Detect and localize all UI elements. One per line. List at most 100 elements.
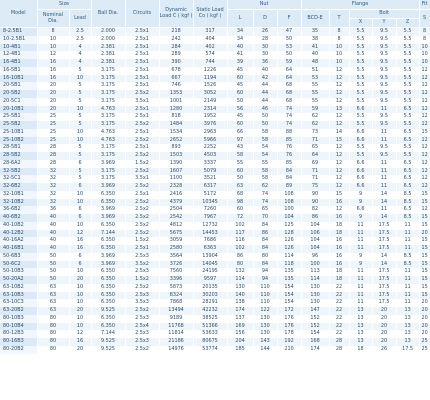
col-header-model: Model: [0, 0, 38, 28]
cell-bolt-x: 13: [349, 330, 373, 338]
cell-nut-f: 64: [277, 74, 302, 83]
cell-flange-t: 8: [329, 27, 350, 36]
cell-model: 10-2.5B1: [0, 35, 38, 44]
cell-nut-f: 154: [277, 299, 302, 307]
cell-bcd-e: 96: [301, 252, 330, 261]
cell-flange-t: 10: [329, 51, 350, 59]
cell-dynamic-load: 2416: [159, 190, 194, 199]
cell-bcd-e: 38: [301, 35, 330, 44]
cell-bolt-x: 11: [349, 276, 373, 284]
cell-model: 16-10B1: [0, 74, 38, 83]
cell-nut-f: 74: [277, 113, 302, 121]
cell-flange-t: 10: [329, 43, 350, 52]
cell-nut-f: 76: [277, 144, 302, 152]
cell-static-load: 9597: [193, 276, 228, 284]
cell-circuits: 2.5x2: [125, 229, 160, 238]
cell-nut-l: 156: [227, 330, 254, 338]
cell-fit-s: 15: [419, 221, 430, 230]
cell-nut-l: 98: [227, 198, 254, 207]
cell-bolt-z: 13: [396, 314, 420, 323]
cell-lead: 20: [69, 307, 92, 315]
table-body: 8-2.5B1 8 2.5 2.000 2.5x1 218 317 34 26 47 35 8 5.5 9…: [0, 27, 430, 354]
cell-dynamic-load: 2504: [159, 206, 194, 214]
cell-nut-l: 72: [227, 214, 254, 222]
cell-ball-dia: 6.350: [91, 237, 126, 245]
cell-nominal-dia: 20: [37, 90, 70, 98]
table-row: 16-4B1 16 4 2.381 2.5x1 390 744 39 36 59 48 10 5.5 9.…: [0, 59, 430, 67]
cell-fit-s: 12: [419, 66, 430, 75]
cell-nut-l: 34: [227, 27, 254, 36]
cell-nut-l: 130: [227, 283, 254, 292]
cell-static-load: 3337: [193, 159, 228, 168]
cell-flange-t: 22: [329, 322, 350, 331]
cell-circuits: 3.5x2: [125, 260, 160, 269]
cell-bcd-e: 90: [301, 190, 330, 199]
cell-ball-dia: 6.350: [91, 283, 126, 292]
cell-nut-d: 44: [253, 90, 278, 98]
cell-nut-f: 210: [277, 345, 302, 354]
cell-bolt-x: 11: [349, 221, 373, 230]
cell-lead: 5: [69, 66, 92, 75]
cell-bolt-z: 11: [396, 291, 420, 300]
cell-flange-t: 18: [329, 268, 350, 276]
cell-nominal-dia: 80: [37, 322, 70, 331]
cell-fit-s: 8: [419, 35, 430, 44]
cell-ball-dia: 3.175: [91, 121, 126, 129]
cell-nut-d: 130: [253, 330, 278, 338]
col-group-size: Size: [37, 0, 92, 10]
cell-lead: 10: [69, 283, 92, 292]
cell-nut-f: 84: [277, 167, 302, 176]
cell-fit-s: 15: [419, 252, 430, 261]
cell-nominal-dia: 63: [37, 291, 70, 300]
cell-nut-l: 169: [227, 322, 254, 331]
cell-bolt-z: 11: [396, 283, 420, 292]
cell-circuits: 3.5x1: [125, 175, 160, 183]
cell-model: 63-10C3: [0, 299, 38, 307]
cell-bolt-x: 6.6: [349, 159, 373, 168]
cell-circuits: 2.5x2: [125, 167, 160, 176]
cell-bcd-e: 71: [301, 175, 330, 183]
cell-lead: 10: [69, 105, 92, 114]
cell-model: 63-20B2: [0, 307, 38, 315]
cell-nut-l: 140: [227, 291, 254, 300]
cell-fit-s: 15: [419, 237, 430, 245]
cell-nut-f: 85: [277, 159, 302, 168]
cell-bolt-y: 14: [372, 252, 397, 261]
table-row: 40-10B2 40 10 6.350 2.5x2 4812 12732 102 84 125 10…: [0, 221, 430, 230]
cell-bcd-e: 35: [301, 27, 330, 36]
cell-ball-dia: 3.175: [91, 152, 126, 160]
cell-model: 32-10B1: [0, 190, 38, 199]
cell-bolt-y: 9.5: [372, 121, 397, 129]
table-row: 28-6A2 28 6 3.969 1.5x2 1390 3337 55 55 85 69 12 6.6…: [0, 159, 430, 168]
cell-dynamic-load: 5675: [159, 229, 194, 238]
cell-model: 50-6C2: [0, 260, 38, 269]
cell-bolt-y: 17.5: [372, 276, 397, 284]
cell-ball-dia: 6.350: [91, 221, 126, 230]
cell-model: 40-16B1: [0, 245, 38, 253]
cell-bcd-e: 41: [301, 43, 330, 52]
cell-nut-l: 66: [227, 128, 254, 137]
cell-flange-t: 12: [329, 183, 350, 191]
cell-flange-t: 10: [329, 59, 350, 67]
cell-flange-t: 22: [329, 330, 350, 338]
cell-nut-f: 108: [277, 198, 302, 207]
cell-nut-d: 55: [253, 159, 278, 168]
cell-static-load: 404: [193, 35, 228, 44]
cell-ball-dia: 3.175: [91, 167, 126, 176]
cell-ball-dia: 6.350: [91, 190, 126, 199]
cell-nominal-dia: 80: [37, 330, 70, 338]
cell-nut-l: 50: [227, 175, 254, 183]
table-row: 12-4B1 12 4 2.381 2.5x1 289 574 41 30 50 40 10 5.5 9.…: [0, 51, 430, 59]
cell-nominal-dia: 32: [37, 190, 70, 199]
cell-model: 63-10B3: [0, 291, 38, 300]
cell-dynamic-load: 2328: [159, 183, 194, 191]
cell-model: 50-10B3: [0, 268, 38, 276]
cell-bolt-y: 26: [372, 345, 397, 354]
cell-bcd-e: 168: [301, 338, 330, 346]
cell-bcd-e: 106: [301, 229, 330, 238]
cell-nut-l: 41: [227, 51, 254, 59]
table-row: 40-16B1 40 16 6.350 2.5x1 2580 6363 102 84 126 104…: [0, 245, 430, 253]
cell-bolt-z: 5.5: [396, 66, 420, 75]
cell-bolt-x: 5.5: [349, 90, 373, 98]
cell-bolt-x: 5.5: [349, 59, 373, 67]
